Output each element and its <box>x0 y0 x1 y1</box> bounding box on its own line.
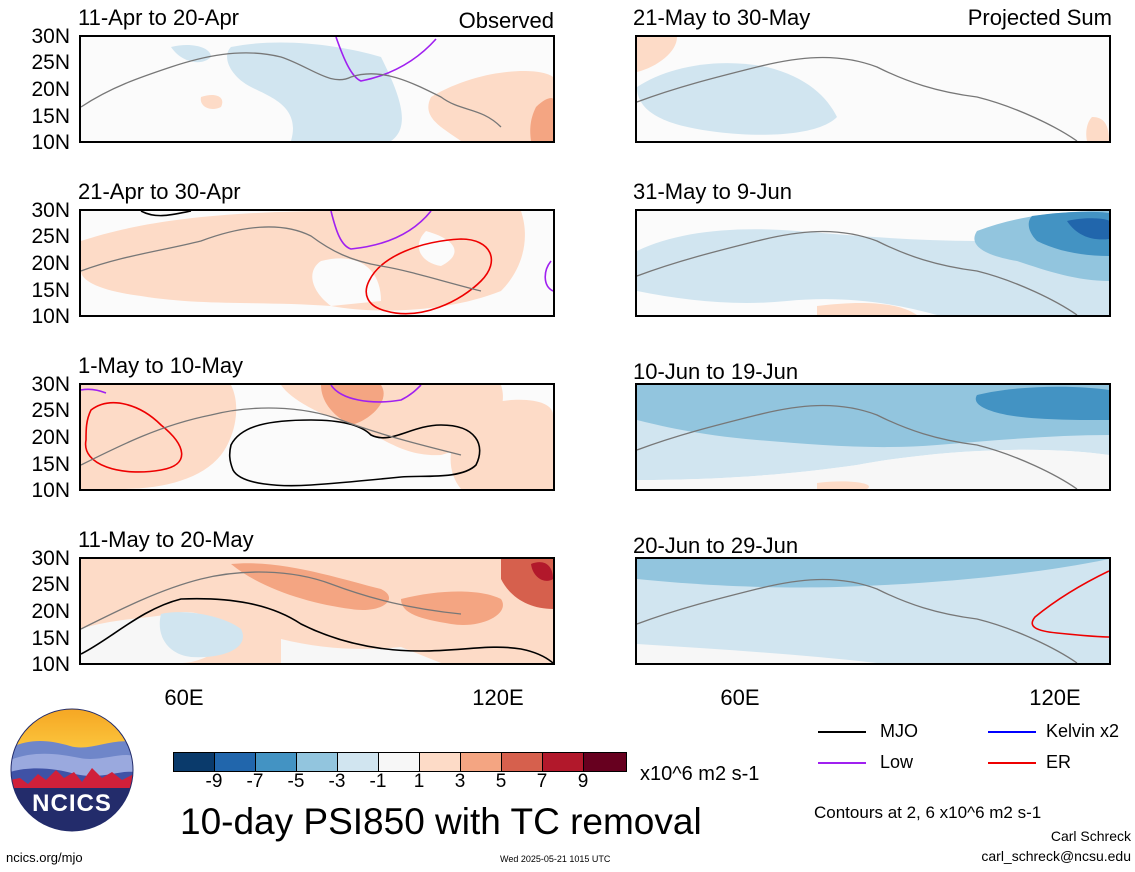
y-tick-label: 30N <box>31 25 70 48</box>
y-tick-label: 10N <box>31 479 70 502</box>
panel-title: 11-May to 20-May <box>78 527 254 552</box>
colorbar-cell <box>174 753 215 771</box>
map-field <box>81 385 553 489</box>
y-tick-label: 30N <box>31 547 70 570</box>
legend-label: ER <box>1046 752 1072 772</box>
x-tick-label: 120E <box>472 685 524 710</box>
map-panel <box>79 35 555 143</box>
footer-timestamp: Wed 2025-05-21 1015 UTC <box>500 854 611 864</box>
panel-tag: Projected Sum <box>967 5 1112 30</box>
colorbar-cell <box>461 753 502 771</box>
colorbar-cell <box>338 753 379 771</box>
map-panel <box>79 209 555 317</box>
logo-graphic <box>10 708 134 832</box>
panel-title: 20-Jun to 29-Jun <box>633 533 799 558</box>
legend-line-low <box>818 762 866 764</box>
y-tick-label: 25N <box>31 225 70 248</box>
colorbar-cell <box>297 753 338 771</box>
colorbar-units: x10^6 m2 s-1 <box>640 763 760 785</box>
map-panel <box>79 557 555 665</box>
y-tick-label: 10N <box>31 131 70 154</box>
legend-line-kelvin <box>988 731 1036 733</box>
y-tick-label: 15N <box>31 105 70 128</box>
y-tick-label: 25N <box>31 399 70 422</box>
colorbar-label: -3 <box>328 771 346 792</box>
map-field <box>637 385 1109 489</box>
y-tick-label: 20N <box>31 252 70 275</box>
y-tick-label: 15N <box>31 279 70 302</box>
main-title: 10-day PSI850 with TC removal <box>180 801 702 842</box>
footer-author: Carl Schreck <box>1050 828 1131 844</box>
colorbar-frame <box>173 752 627 772</box>
map-panel <box>635 209 1111 317</box>
y-tick-label: 20N <box>31 78 70 101</box>
x-tick-label: 60E <box>720 685 760 710</box>
map-field <box>637 559 1109 663</box>
logo-text: NCICS <box>32 790 112 817</box>
legend-line-mjo <box>818 731 866 733</box>
colorbar-label: -9 <box>205 771 223 792</box>
y-tick-label: 30N <box>31 373 70 396</box>
footer-url: ncics.org/mjo <box>6 850 83 865</box>
y-tick-label: 10N <box>31 305 70 328</box>
colorbar-cell <box>256 753 297 771</box>
y-tick-label: 10N <box>31 653 70 676</box>
colorbar-cell <box>584 753 626 771</box>
y-tick-label: 20N <box>31 600 70 623</box>
panel-title: 21-May to 30-May <box>633 5 811 30</box>
map-panel <box>635 557 1111 665</box>
colorbar-label: 9 <box>577 771 589 792</box>
y-tick-label: 25N <box>31 51 70 74</box>
y-tick-label: 15N <box>31 453 70 476</box>
colorbar-label: 7 <box>536 771 548 792</box>
colorbar-label: -5 <box>287 771 305 792</box>
map-panel <box>79 383 555 491</box>
x-tick-label: 60E <box>164 685 204 710</box>
map-field <box>81 37 553 141</box>
colorbar-label: -1 <box>369 771 387 792</box>
colorbar-cell <box>420 753 461 771</box>
footer-email: carl_schreck@ncsu.edu <box>981 848 1131 864</box>
contours-note: Contours at 2, 6 x10^6 m2 s-1 <box>814 803 1042 822</box>
y-tick-label: 20N <box>31 426 70 449</box>
legend-line-er <box>988 762 1036 764</box>
colorbar-label: 3 <box>454 771 466 792</box>
colorbar-label: 1 <box>413 771 425 792</box>
legend-label: Kelvin x2 <box>1046 721 1120 741</box>
panel-tag: Observed <box>458 8 554 33</box>
colorbar-cell <box>502 753 543 771</box>
colorbar <box>173 752 627 772</box>
map-panel <box>635 35 1111 143</box>
legend-label: Low <box>880 752 914 772</box>
y-tick-label: 30N <box>31 199 70 222</box>
colorbar-cell <box>215 753 256 771</box>
colorbar-cell <box>543 753 584 771</box>
y-tick-label: 15N <box>31 627 70 650</box>
colorbar-label: -7 <box>246 771 264 792</box>
map-field <box>637 211 1109 315</box>
panel-title: 1-May to 10-May <box>78 353 244 378</box>
x-tick-label: 120E <box>1029 685 1081 710</box>
ncics-logo: NCICS <box>10 708 134 832</box>
map-field <box>81 559 553 663</box>
map-field <box>81 211 553 315</box>
panel-title: 11-Apr to 20-Apr <box>78 5 240 30</box>
panel-title: 10-Jun to 19-Jun <box>633 359 799 384</box>
panel-title: 21-Apr to 30-Apr <box>78 179 241 204</box>
colorbar-label: 5 <box>495 771 507 792</box>
colorbar-cell <box>379 753 420 771</box>
panel-title: 31-May to 9-Jun <box>633 179 792 204</box>
map-panel <box>635 383 1111 491</box>
y-tick-label: 25N <box>31 573 70 596</box>
map-field <box>637 37 1109 141</box>
legend-label: MJO <box>880 721 918 741</box>
